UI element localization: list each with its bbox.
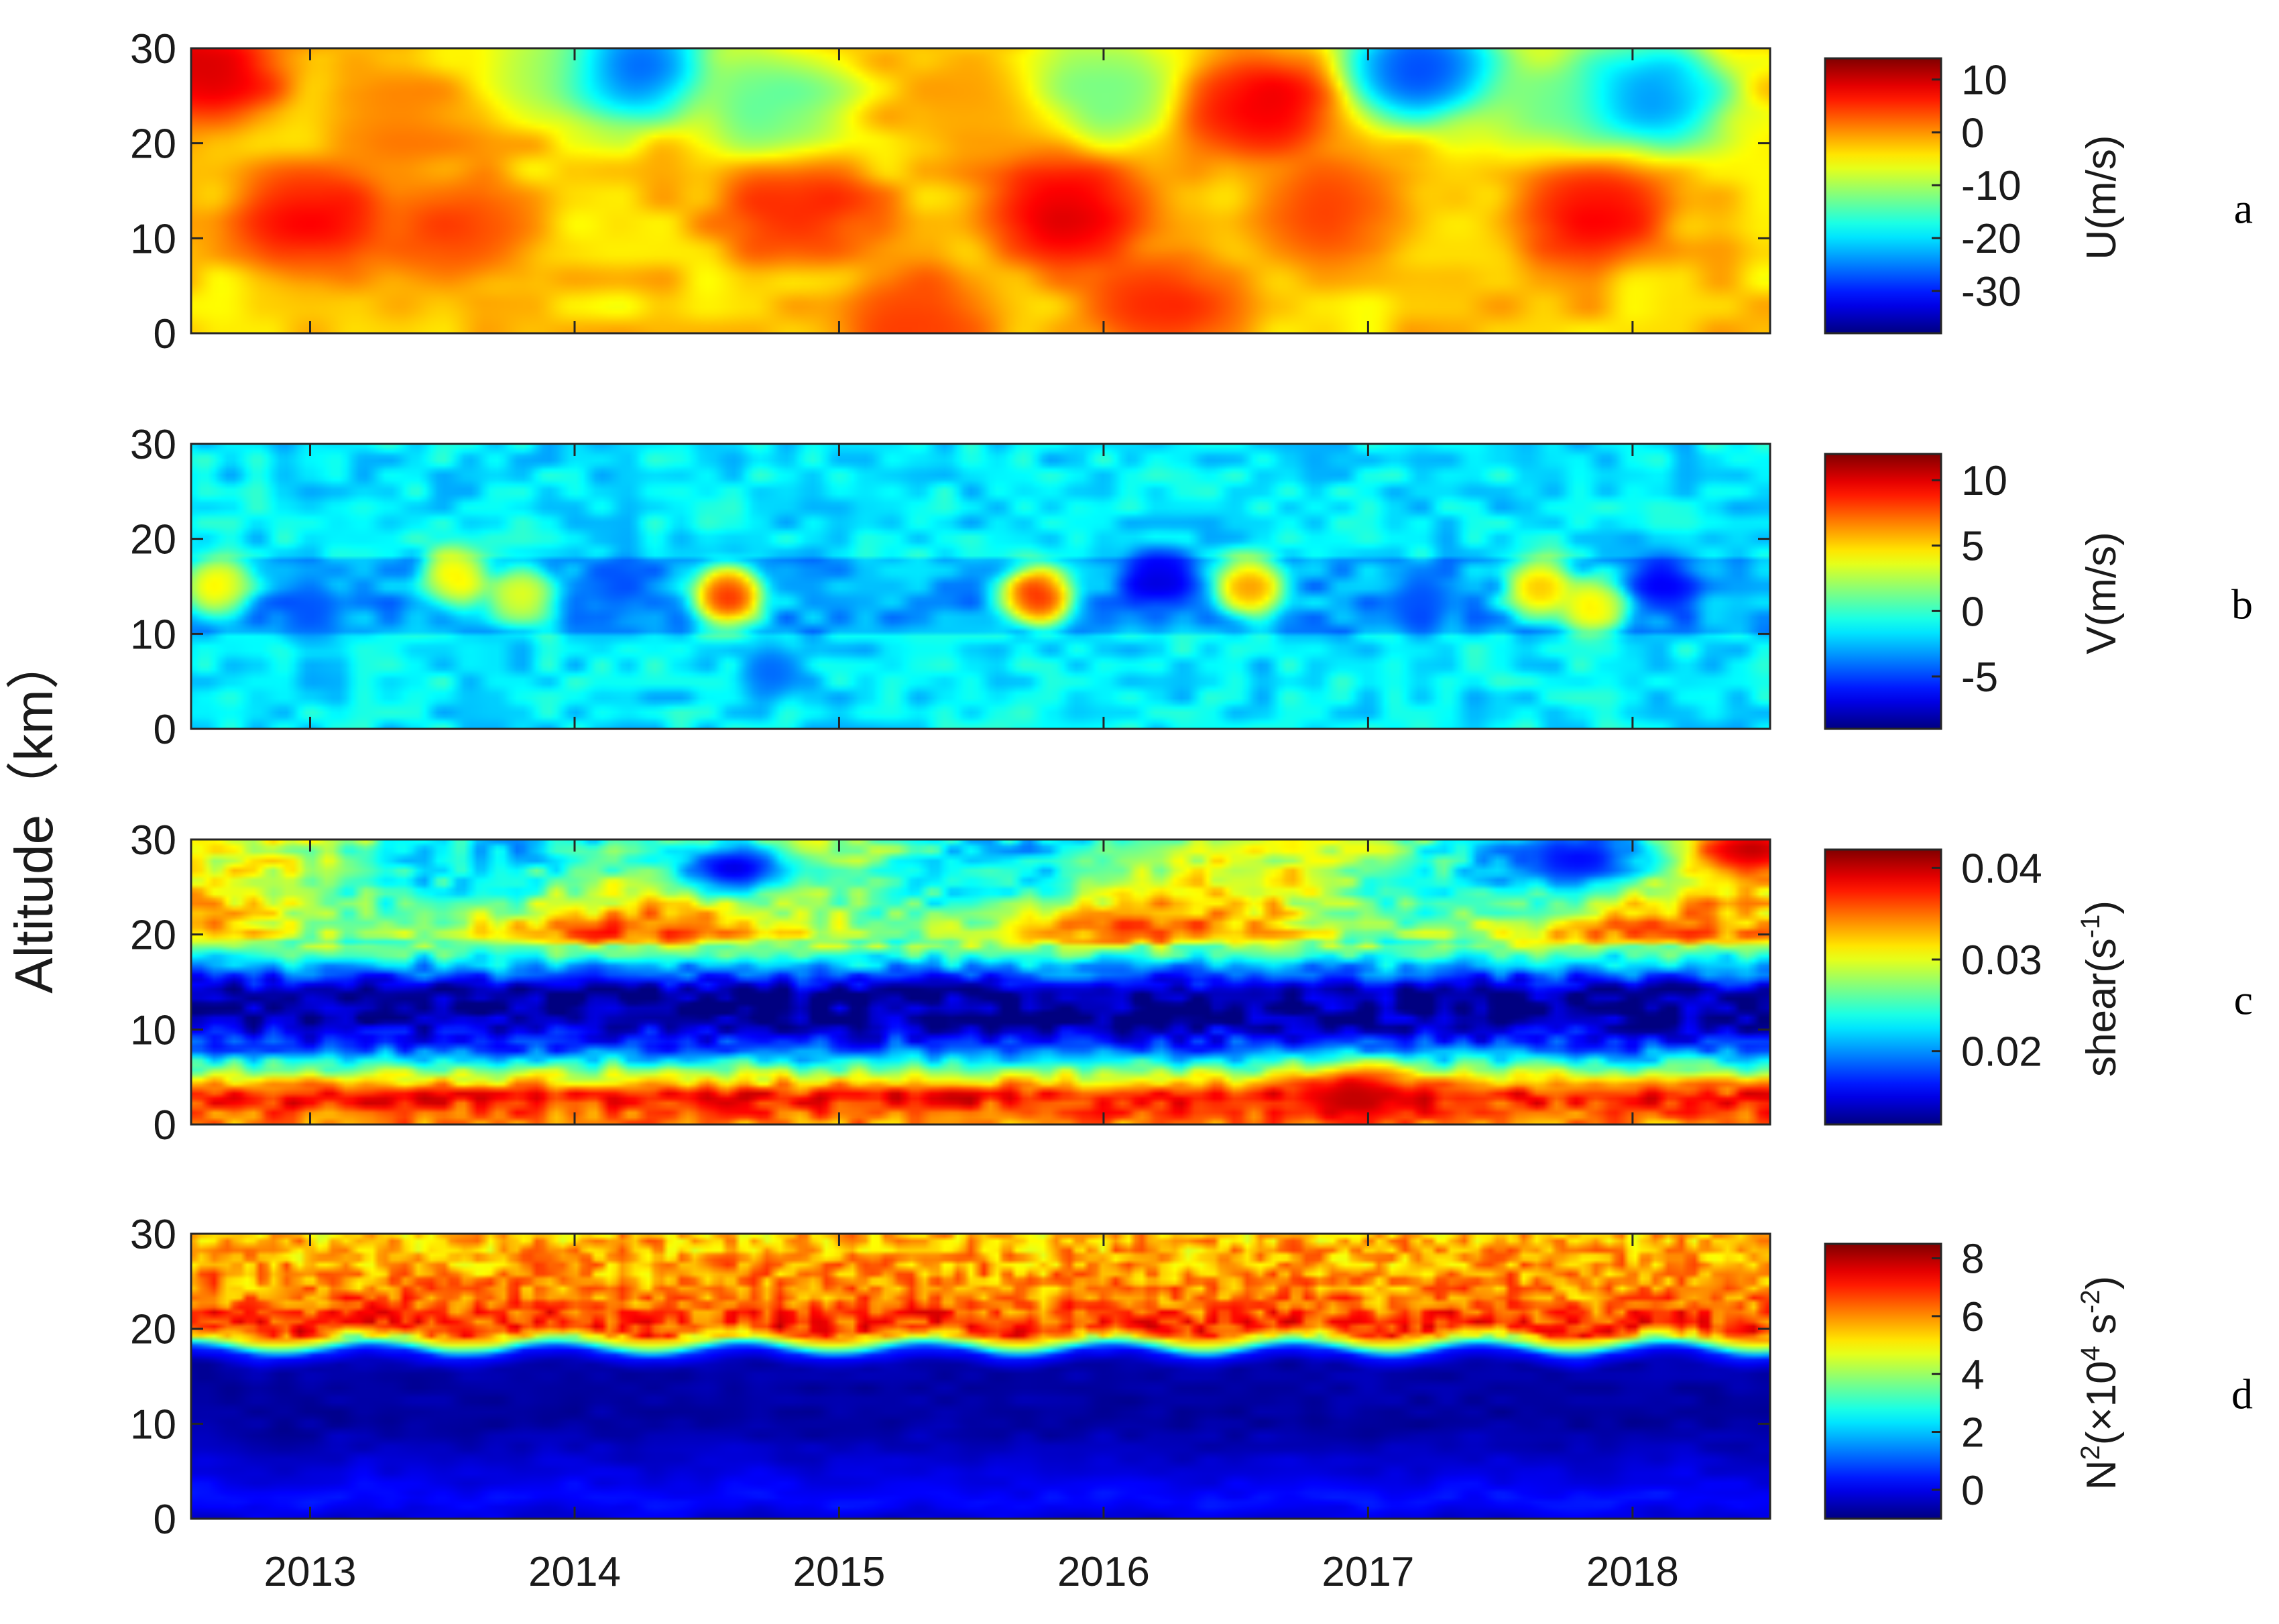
y-tick-label: 0 — [154, 707, 176, 753]
y-tick-label: 20 — [130, 1307, 176, 1353]
colorbar-label-a: U(m/s) — [2079, 135, 2125, 260]
x-tick-label: 2016 — [1057, 1549, 1150, 1595]
y-tick-label: 30 — [130, 422, 176, 468]
heatmap-c — [191, 839, 1770, 1124]
y-tick-label: 10 — [130, 216, 176, 262]
heatmap-d — [191, 1234, 1770, 1519]
colorbar-tick-label: -10 — [1961, 163, 2022, 209]
y-tick-label: 10 — [130, 1401, 176, 1448]
x-tick-label: 2014 — [528, 1549, 621, 1595]
colorbar-tick-label: 10 — [1961, 58, 2007, 104]
y-tick-label: 10 — [130, 612, 176, 658]
colorbar-d — [1824, 1242, 1942, 1520]
colorbar-c — [1824, 848, 1942, 1126]
plot-frame-b — [190, 443, 1771, 730]
colorbar-tick-label: 0 — [1961, 110, 1984, 156]
colorbar-tick-label: -30 — [1961, 269, 2022, 315]
y-axis-label: Altitude（km） — [4, 636, 64, 993]
y-tick-label: 0 — [154, 1497, 176, 1543]
colorbar-tick-label: 0.02 — [1961, 1029, 2042, 1076]
panel-letter-d: d — [2231, 1371, 2253, 1418]
colorbar-tick-label: 10 — [1961, 458, 2007, 504]
colorbar-tick-label: 5 — [1961, 524, 1984, 570]
colorbar-tick-label: -20 — [1961, 216, 2022, 262]
colorbar-tick-label: 2 — [1961, 1410, 1984, 1456]
colorbar-tick-label: 0 — [1961, 589, 1984, 635]
y-tick-label: 20 — [130, 913, 176, 959]
plot-frame-c — [190, 838, 1771, 1126]
x-tick-label: 2015 — [793, 1549, 885, 1595]
y-tick-label: 30 — [130, 1212, 176, 1258]
colorbar-tick-label: -5 — [1961, 654, 1998, 701]
panel-letter-c: c — [2234, 976, 2253, 1024]
colorbar-b — [1824, 453, 1942, 730]
colorbar-label-b: V(m/s) — [2079, 532, 2125, 654]
y-tick-label: 30 — [130, 817, 176, 864]
y-tick-label: 0 — [154, 1102, 176, 1149]
colorbar-tick-label: 8 — [1961, 1236, 1984, 1283]
panel-c: 0 10 20 30 0.04 0.03 0.02 shear(s-1) c — [130, 817, 2253, 1149]
heatmap-a — [191, 48, 1770, 333]
heatmap-b — [191, 444, 1770, 729]
panel-a: 0 10 20 30 10 0 -10 -20 -30 U(m/s) a — [130, 26, 2253, 357]
plot-frame-d — [190, 1232, 1771, 1520]
panel-letter-a: a — [2234, 185, 2253, 233]
colorbar-tick-label: 6 — [1961, 1294, 1984, 1340]
plot-frame-a — [190, 47, 1771, 335]
x-tick-label: 2018 — [1586, 1549, 1679, 1595]
colorbar-label-d: N2(×104 s-2) — [2076, 1276, 2125, 1491]
colorbar-tick-label: 0.03 — [1961, 937, 2042, 984]
x-tick-label: 2017 — [1322, 1549, 1414, 1595]
y-tick-label: 30 — [130, 26, 176, 72]
colorbar-tick-label: 0.04 — [1961, 846, 2042, 892]
x-tick-label: 2013 — [264, 1549, 357, 1595]
colorbar-tick-label: 4 — [1961, 1352, 1984, 1398]
y-tick-label: 20 — [130, 121, 176, 168]
panel-letter-b: b — [2231, 581, 2253, 628]
colorbar-tick-label: 0 — [1961, 1468, 1984, 1514]
panel-b: 0 10 20 30 10 5 0 -5 V(m/s) b — [130, 422, 2253, 753]
y-tick-label: 20 — [130, 517, 176, 563]
y-tick-label: 10 — [130, 1007, 176, 1053]
colorbar-label-c: shear(s-1) — [2076, 901, 2125, 1077]
colorbar-a — [1824, 57, 1942, 335]
y-tick-label: 0 — [154, 311, 176, 357]
